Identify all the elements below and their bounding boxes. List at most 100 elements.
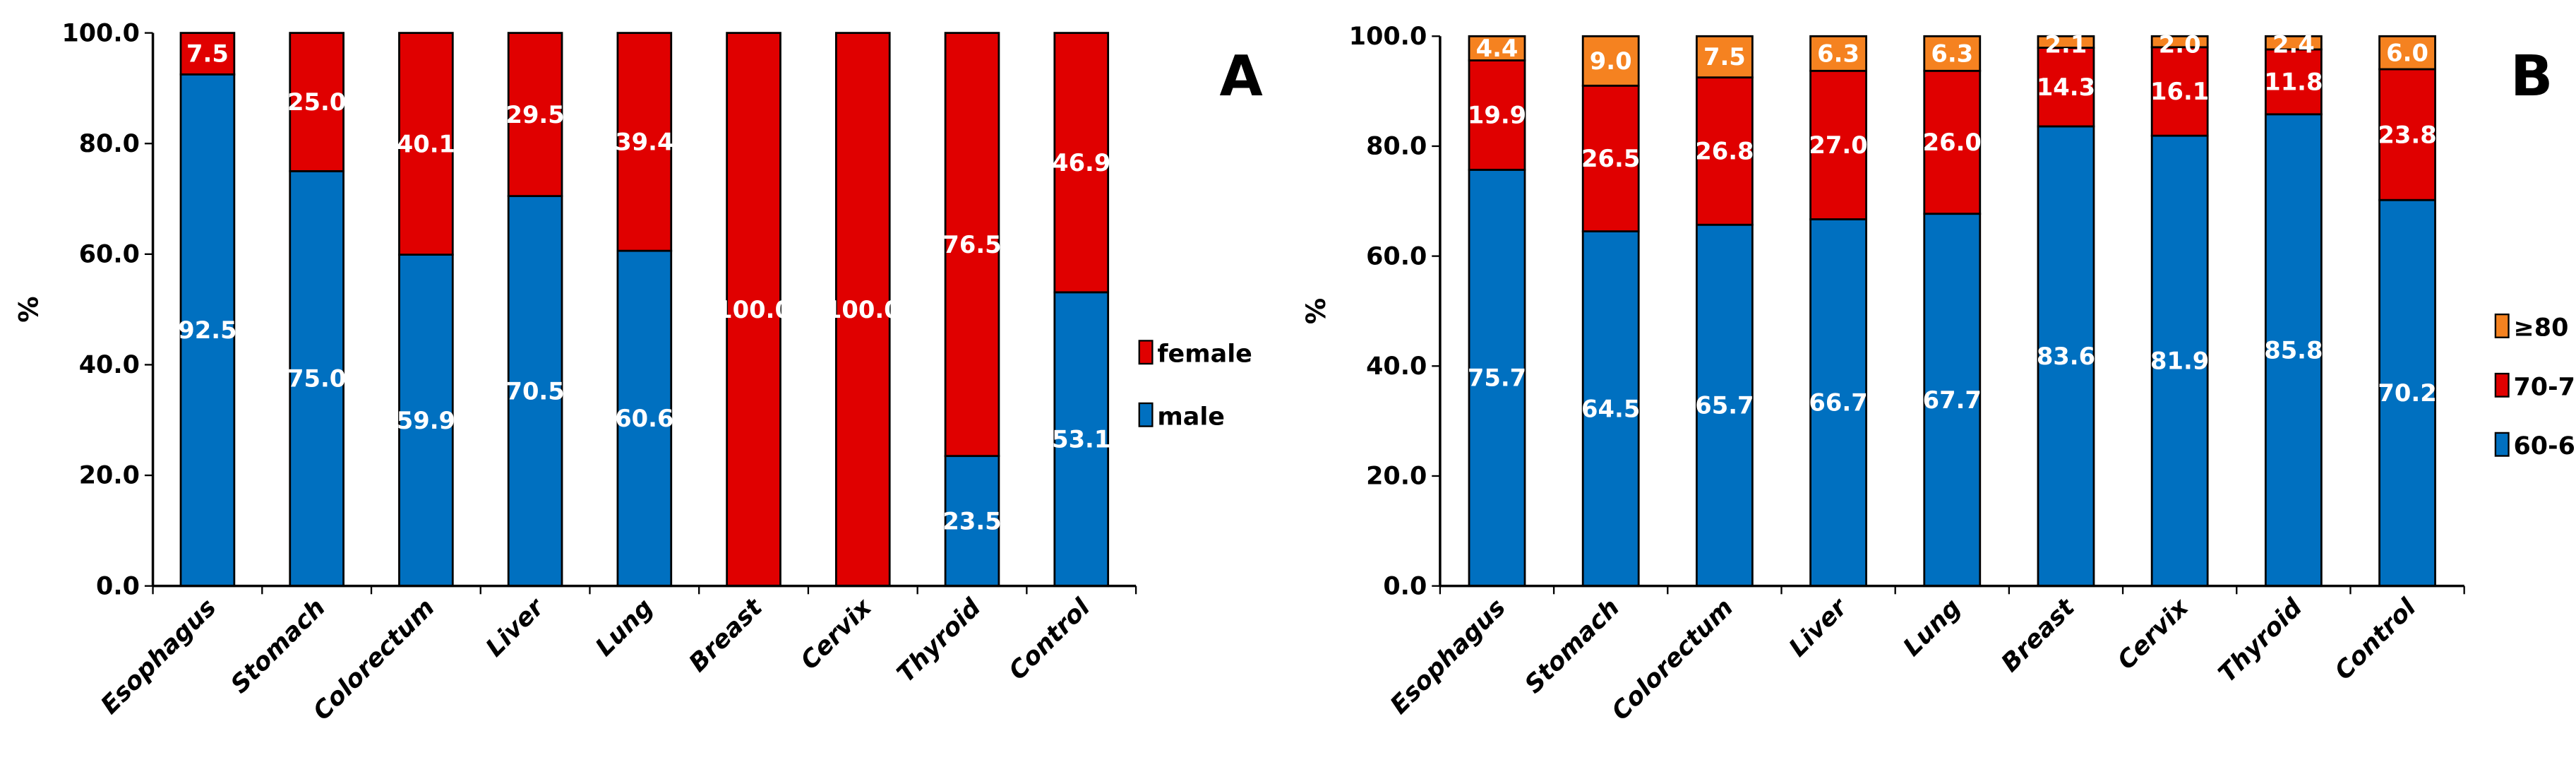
x-tick-label: Lung (1898, 593, 1967, 662)
bar-segment-esophagus-0 (179, 73, 236, 588)
bar-segment-colorectum-1 (1695, 76, 1754, 226)
bar-segment-esophagus-1 (179, 32, 236, 76)
bar-segment-control-1 (1053, 32, 1110, 294)
legend-label: male (1157, 403, 1225, 431)
data-label: 26.5 (1581, 145, 1640, 172)
data-label: 67.7 (1923, 386, 1982, 414)
x-tick-label: Stomach (226, 593, 331, 699)
y-tick-label: 40.0 (1366, 352, 1427, 381)
bar-segment-control-2 (2378, 35, 2436, 71)
legend-swatch-0 (1138, 340, 1154, 365)
bar-segment-thyroid-2 (2264, 35, 2323, 51)
data-label: 2.0 (2159, 31, 2201, 59)
bar-segment-cervix-2 (2150, 35, 2209, 49)
x-tick-label: Cervix (2112, 593, 2195, 675)
data-label: 39.4 (615, 129, 673, 156)
bar-segment-breast-2 (2037, 35, 2095, 49)
y-axis-label: % (13, 296, 44, 322)
bar-segment-breast-1 (726, 32, 781, 588)
data-label: 70.2 (2378, 379, 2436, 407)
data-label: 75.7 (1468, 364, 1526, 392)
data-label: 85.8 (2264, 336, 2323, 364)
y-axis-label: % (1300, 298, 1331, 324)
data-label: 16.1 (2150, 78, 2209, 105)
y-tick-label: 100.0 (61, 19, 139, 47)
y-tick-label: 60.0 (79, 240, 140, 268)
bar-segment-thyroid-1 (944, 32, 1000, 458)
x-tick-label: Control (1004, 593, 1096, 686)
data-label: 23.8 (2378, 121, 2436, 148)
y-tick-label: 0.0 (1383, 572, 1427, 600)
data-label: 92.5 (178, 316, 236, 344)
legend-swatch-1 (1138, 402, 1154, 427)
legend-label: ≥80 (2514, 314, 2569, 342)
x-tick-label: Breast (684, 593, 769, 677)
y-tick-label: 80.0 (1366, 133, 1427, 161)
data-label: 19.9 (1468, 102, 1526, 129)
bar-segment-cervix-1 (2150, 46, 2209, 137)
data-label: 46.9 (1052, 149, 1110, 177)
chart-panel-b: 75.7 19.9 4.4 Esophagus 64.5 26.5 9.0 Stomach 65… (1300, 23, 2576, 726)
data-label: 6.0 (2386, 39, 2428, 66)
x-tick-label: Thyroid (892, 593, 987, 689)
x-tick-label: Cervix (796, 593, 878, 675)
bar-segment-liver-0 (1809, 218, 1867, 588)
data-label: 6.3 (1931, 40, 1973, 67)
y-tick-label: 20.0 (79, 462, 140, 490)
y-tick-label: 40.0 (79, 351, 140, 379)
data-label: 64.5 (1581, 395, 1640, 422)
panel-label: B (2510, 43, 2553, 109)
data-label: 7.5 (186, 40, 229, 68)
legend-swatch-2 (2494, 432, 2510, 457)
x-tick-label: Esophagus (1385, 593, 1511, 720)
data-label: 83.6 (2037, 343, 2095, 370)
y-tick-label: 60.0 (1366, 242, 1427, 270)
chart-panel-a: 92.5 7.5 Esophagus 75.0 25.0 Stomach 59.9 40.1 C… (13, 19, 1263, 726)
bar-segment-lung-0 (1923, 213, 1982, 588)
x-tick-label: Liver (481, 592, 551, 662)
bar-segment-stomach-1 (1581, 84, 1640, 232)
legend-label: female (1157, 340, 1252, 369)
legend-label: 70-79 (2514, 373, 2576, 401)
data-label: 66.7 (1809, 389, 1867, 417)
bar-segment-colorectum-0 (398, 254, 454, 588)
y-tick-label: 20.0 (1366, 463, 1427, 491)
x-tick-label: Esophagus (96, 593, 222, 720)
data-label: 60.6 (615, 405, 673, 432)
data-label: 6.3 (1817, 40, 1859, 67)
data-label: 14.3 (2037, 73, 2095, 101)
bar-segment-thyroid-1 (2264, 48, 2323, 116)
data-label: 4.4 (1476, 35, 1518, 62)
data-label: 53.1 (1052, 425, 1110, 453)
data-label: 65.7 (1695, 392, 1754, 420)
bar-segment-liver-2 (1809, 35, 1867, 72)
bar-segment-cervix-0 (2150, 134, 2209, 588)
data-label: 2.1 (2045, 31, 2087, 59)
bar-segment-esophagus-0 (1468, 169, 1526, 588)
data-label: 23.5 (942, 507, 1001, 535)
legend-label: 60-69 (2514, 432, 2576, 460)
bar-segment-liver-0 (507, 195, 563, 588)
y-tick-label: 80.0 (79, 130, 140, 158)
x-tick-label: Stomach (1520, 593, 1625, 699)
bar-segment-colorectum-2 (1695, 35, 1754, 79)
data-label: 29.5 (505, 101, 564, 129)
bar-segment-control-1 (2378, 68, 2436, 201)
data-label: 59.9 (397, 407, 455, 434)
bar-segment-esophagus-2 (1468, 35, 1526, 61)
legend-swatch-1 (2494, 372, 2510, 398)
bar-segment-lung-1 (616, 32, 673, 252)
bar-segment-cervix-1 (834, 32, 891, 588)
data-label: 27.0 (1809, 131, 1867, 159)
bar-segment-lung-2 (1923, 35, 1982, 72)
panel-label: A (1219, 43, 1262, 109)
y-tick-label: 100.0 (1349, 23, 1427, 51)
data-label: 26.8 (1695, 138, 1754, 165)
bar-segment-liver-1 (507, 32, 563, 198)
bar-segment-esophagus-1 (1468, 59, 1526, 171)
data-label: 7.5 (1703, 43, 1746, 71)
legend-swatch-0 (2494, 313, 2510, 338)
data-label: 2.4 (2272, 31, 2315, 59)
data-label: 11.8 (2264, 69, 2323, 96)
